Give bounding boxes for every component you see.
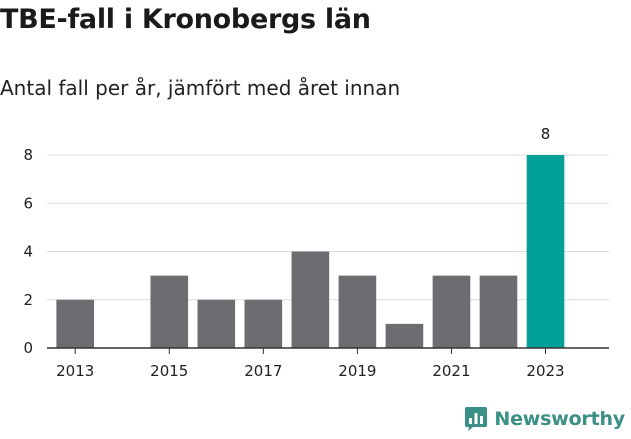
x-tick-label: 2023: [526, 362, 564, 380]
bar: [385, 323, 424, 348]
bar-chart: 0 2 4 6 8 2013 2015 2017 2019 2021 2023 8: [23, 125, 609, 380]
y-tick-label: 4: [23, 243, 33, 261]
y-tick-label: 6: [23, 194, 33, 212]
bar: [56, 299, 95, 348]
y-tick-label: 8: [23, 146, 33, 164]
bar: [479, 275, 518, 348]
brand-logo: Newsworthy: [464, 406, 625, 432]
y-tick-label: 0: [23, 339, 33, 357]
x-tick-label: 2017: [244, 362, 282, 380]
chart-subtitle: Antal fall per år, jämfört med året inna…: [0, 76, 401, 100]
x-tick-label: 2021: [432, 362, 470, 380]
bar: [291, 251, 330, 348]
data-label: 8: [541, 125, 551, 143]
x-tick-label: 2015: [150, 362, 188, 380]
bar-chart-logo-icon: [465, 407, 488, 431]
chart-title: TBE-fall i Kronobergs län: [0, 4, 371, 35]
bar: [197, 299, 236, 348]
bar: [150, 275, 189, 348]
brand-name: Newsworthy: [494, 408, 625, 430]
bar: [338, 275, 377, 348]
y-tick-label: 2: [23, 291, 33, 309]
bar: [526, 155, 565, 348]
bar: [432, 275, 471, 348]
x-tick-label: 2019: [338, 362, 376, 380]
bar: [244, 299, 283, 348]
x-tick-label: 2013: [56, 362, 94, 380]
